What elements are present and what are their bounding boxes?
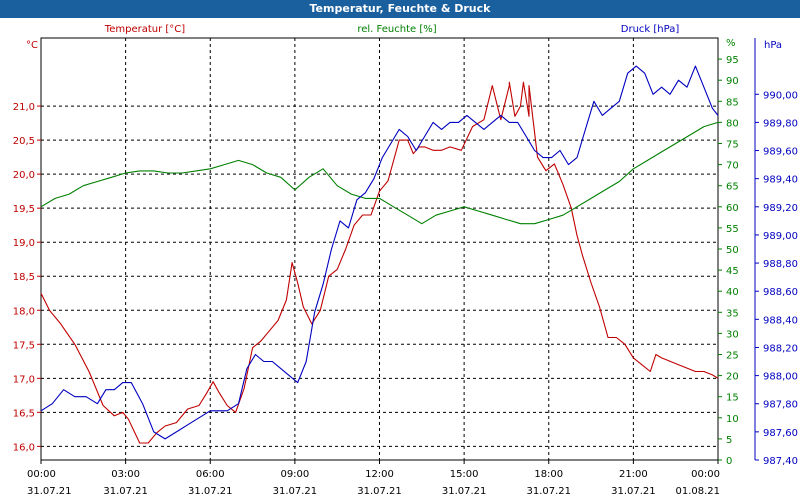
humidity-tick-label: 0 bbox=[726, 456, 732, 467]
pressure-tick-label: 988,80 bbox=[763, 259, 798, 270]
chart-title: Temperatur, Feuchte & Druck bbox=[0, 0, 800, 18]
pressure-tick-label: 989,40 bbox=[763, 175, 798, 186]
pressure-tick-label: 988,20 bbox=[763, 343, 798, 354]
pressure-tick-label: 987,80 bbox=[763, 400, 798, 411]
pressure-tick-label: 990,00 bbox=[763, 90, 798, 101]
time-tick-label: 15:00 bbox=[450, 469, 479, 480]
temperature-tick-label: 17,5 bbox=[13, 340, 35, 351]
humidity-tick-label: 50 bbox=[726, 245, 739, 256]
temperature-tick-label: 16,0 bbox=[13, 442, 35, 453]
time-tick-label: 00:00 bbox=[691, 469, 720, 480]
humidity-unit-tick: % bbox=[726, 38, 736, 49]
humidity-tick-label: 10 bbox=[726, 414, 739, 425]
time-tick-label: 09:00 bbox=[280, 469, 309, 480]
humidity-tick-label: 80 bbox=[726, 118, 739, 129]
series-layer bbox=[40, 65, 719, 444]
pressure-tick-label: 989,00 bbox=[763, 231, 798, 242]
pressure-unit-label: hPa bbox=[764, 40, 782, 51]
pressure-tick-label: 989,20 bbox=[763, 203, 798, 214]
date-tick-label: 31.07.21 bbox=[357, 486, 402, 497]
temperature-tick-label: 20,0 bbox=[13, 170, 35, 181]
date-tick-label: 31.07.21 bbox=[27, 486, 72, 497]
date-tick-label: 31.07.21 bbox=[611, 486, 656, 497]
temperature-tick-label: 20,5 bbox=[13, 136, 35, 147]
series-line-pressure bbox=[40, 65, 719, 440]
temperature-tick-label: 19,0 bbox=[13, 238, 35, 249]
humidity-tick-label: 85 bbox=[726, 97, 739, 108]
humidity-tick-label: 65 bbox=[726, 182, 739, 193]
humidity-tick-label: 95 bbox=[726, 55, 739, 66]
humidity-tick-label: 60 bbox=[726, 203, 739, 214]
humidity-axis-label: rel. Feuchte [%] bbox=[357, 24, 436, 35]
humidity-tick-label: 30 bbox=[726, 329, 739, 340]
pressure-tick-label: 988,00 bbox=[763, 372, 798, 383]
temperature-tick-label: 21,0 bbox=[13, 102, 35, 113]
temperature-unit-label: °C bbox=[26, 40, 38, 51]
humidity-tick-label: 45 bbox=[726, 266, 739, 277]
temperature-tick-label: 17,0 bbox=[13, 374, 35, 385]
pressure-tick-label: 989,80 bbox=[763, 118, 798, 129]
time-tick-label: 12:00 bbox=[365, 469, 394, 480]
humidity-tick-label: 15 bbox=[726, 393, 739, 404]
date-tick-label: 31.07.21 bbox=[526, 486, 571, 497]
temperature-tick-label: 18,0 bbox=[13, 306, 35, 317]
pressure-axis: 987,40 987,60 987,80 988,00 988,20 988,40 988,… bbox=[754, 38, 798, 467]
date-tick-label: 31.07.21 bbox=[442, 486, 487, 497]
chart-canvas: 16,0 16,5 17,0 17,5 18,0 18,5 19,0 19,5 20,0 20,5… bbox=[13, 24, 798, 497]
humidity-tick-label: 90 bbox=[726, 76, 739, 87]
humidity-tick-label: 20 bbox=[726, 372, 739, 383]
time-tick-label: 06:00 bbox=[196, 469, 225, 480]
pressure-tick-label: 989,60 bbox=[763, 147, 798, 158]
date-tick-label: 31.07.21 bbox=[273, 486, 318, 497]
time-axis: 00:00 31.07.21 03:00 31.07.21 06:00 31.07.21 0… bbox=[27, 460, 720, 497]
date-tick-label: 01.08.21 bbox=[675, 486, 720, 497]
pressure-tick-label: 987,60 bbox=[763, 428, 798, 439]
time-tick-label: 21:00 bbox=[619, 469, 648, 480]
humidity-tick-label: 55 bbox=[726, 224, 739, 235]
series-line-temperature bbox=[40, 81, 719, 444]
time-tick-label: 18:00 bbox=[534, 469, 563, 480]
pressure-tick-label: 987,40 bbox=[763, 456, 798, 467]
humidity-axis: 0 5 10 15 20 25 30 35 40 45 50 55 60 65 70 75 80 85 90 95% bbox=[718, 38, 739, 467]
pressure-tick-label: 988,60 bbox=[763, 287, 798, 298]
time-tick-label: 03:00 bbox=[111, 469, 140, 480]
temperature-axis-label: Temperatur [°C] bbox=[104, 24, 185, 35]
humidity-tick-label: 35 bbox=[726, 308, 739, 319]
humidity-tick-label: 75 bbox=[726, 140, 739, 151]
date-tick-label: 31.07.21 bbox=[103, 486, 148, 497]
temperature-tick-label: 18,5 bbox=[13, 272, 35, 283]
humidity-tick-label: 25 bbox=[726, 351, 739, 362]
humidity-tick-label: 5 bbox=[726, 435, 732, 446]
date-tick-label: 31.07.21 bbox=[188, 486, 233, 497]
grid bbox=[41, 38, 718, 460]
temperature-tick-label: 19,5 bbox=[13, 204, 35, 215]
temperature-axis: 16,0 16,5 17,0 17,5 18,0 18,5 19,0 19,5 20,0 20,5… bbox=[13, 102, 41, 453]
series-line-humidity bbox=[40, 121, 719, 225]
pressure-tick-label: 988,40 bbox=[763, 315, 798, 326]
pressure-axis-label: Druck [hPa] bbox=[621, 24, 680, 35]
time-tick-label: 00:00 bbox=[27, 469, 56, 480]
humidity-tick-label: 70 bbox=[726, 161, 739, 172]
humidity-tick-label: 40 bbox=[726, 287, 739, 298]
temperature-tick-label: 16,5 bbox=[13, 408, 35, 419]
